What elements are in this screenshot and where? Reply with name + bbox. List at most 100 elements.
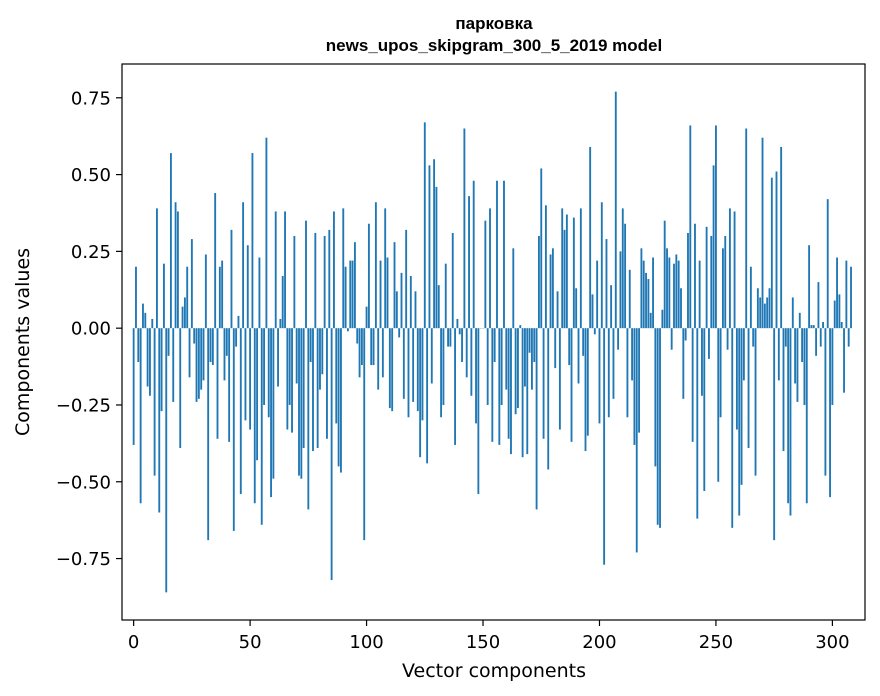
bar: [477, 328, 480, 495]
bar: [493, 328, 496, 362]
bar: [512, 248, 515, 329]
bar: [221, 260, 224, 329]
bar: [593, 328, 596, 335]
bar: [547, 328, 550, 470]
bar: [237, 315, 240, 329]
bar: [197, 328, 200, 399]
bar: [789, 328, 792, 516]
bar: [358, 328, 361, 378]
bar: [402, 328, 405, 399]
x-axis: 0 50 100 150 200 250 300: [128, 620, 850, 653]
bar: [433, 159, 436, 329]
bar: [186, 266, 189, 329]
bar: [202, 328, 205, 381]
bar: [258, 257, 261, 329]
bar: [423, 122, 426, 329]
bar: [314, 232, 317, 329]
bar: [181, 306, 184, 329]
bar: [784, 328, 787, 347]
bar: [561, 208, 564, 329]
bar: [156, 208, 158, 329]
bar: [183, 297, 186, 329]
bar: [232, 328, 235, 531]
bar: [845, 260, 848, 329]
bar: [200, 328, 203, 390]
bar: [372, 328, 375, 366]
bar: [167, 328, 170, 356]
bar: [293, 236, 296, 329]
bar: [272, 328, 275, 479]
bar: [663, 220, 666, 329]
bar: [302, 328, 305, 448]
bar: [307, 328, 310, 510]
bar: [458, 328, 461, 335]
bar: [470, 328, 473, 396]
bar: [654, 328, 657, 467]
bar: [442, 328, 445, 405]
bar: [682, 328, 685, 399]
y-tick-label: −0.75: [56, 549, 111, 570]
bar: [305, 220, 307, 329]
y-axis: −0.75 −0.50 −0.25 0.00 0.25 0.50 0.75: [56, 88, 122, 570]
bar: [724, 236, 727, 329]
bar: [822, 322, 824, 329]
bar: [519, 325, 522, 329]
bar: [754, 328, 757, 476]
bar: [621, 208, 624, 329]
bar: [414, 291, 417, 329]
bar: [824, 328, 827, 476]
bar: [344, 266, 347, 329]
bar: [805, 328, 808, 504]
bar: [165, 328, 168, 593]
bar: [335, 328, 338, 424]
chart-subtitle: news_upos_skipgram_300_5_2019 model: [326, 36, 662, 55]
bar: [444, 263, 447, 329]
bar: [533, 328, 536, 362]
bar: [752, 328, 755, 347]
bar: [703, 328, 706, 491]
bar: [158, 328, 161, 513]
bar: [374, 202, 377, 329]
bar: [738, 328, 741, 516]
bar: [176, 211, 179, 329]
y-tick-label: 0.50: [71, 165, 111, 186]
bar: [831, 328, 834, 405]
bar: [544, 205, 547, 329]
bar: [486, 328, 489, 405]
bar: [691, 328, 694, 442]
bar: [619, 251, 622, 329]
bar: [475, 328, 477, 424]
bar: [815, 328, 818, 356]
bar: [291, 328, 293, 433]
bar: [249, 328, 252, 430]
bar: [817, 282, 820, 329]
bar: [684, 328, 687, 341]
bar: [284, 211, 286, 329]
bar: [710, 236, 713, 329]
bar: [721, 248, 724, 329]
bar: [745, 128, 748, 329]
bar: [162, 263, 165, 329]
bar: [568, 328, 571, 366]
bar: [801, 328, 804, 362]
bar: [386, 257, 389, 329]
bar: [577, 328, 580, 384]
bar: [647, 279, 650, 329]
bar: [579, 208, 582, 329]
bar: [610, 285, 613, 329]
bar: [840, 322, 843, 329]
bar: [586, 328, 589, 436]
bar: [242, 202, 245, 329]
bar: [230, 229, 233, 329]
bar: [468, 196, 470, 329]
bar: [542, 328, 545, 439]
bar: [612, 328, 615, 399]
bar: [668, 257, 671, 329]
x-tick-label: 50: [239, 632, 262, 653]
bar: [645, 272, 647, 329]
bar: [531, 328, 533, 390]
bar: [503, 180, 505, 329]
bar: [416, 328, 419, 412]
